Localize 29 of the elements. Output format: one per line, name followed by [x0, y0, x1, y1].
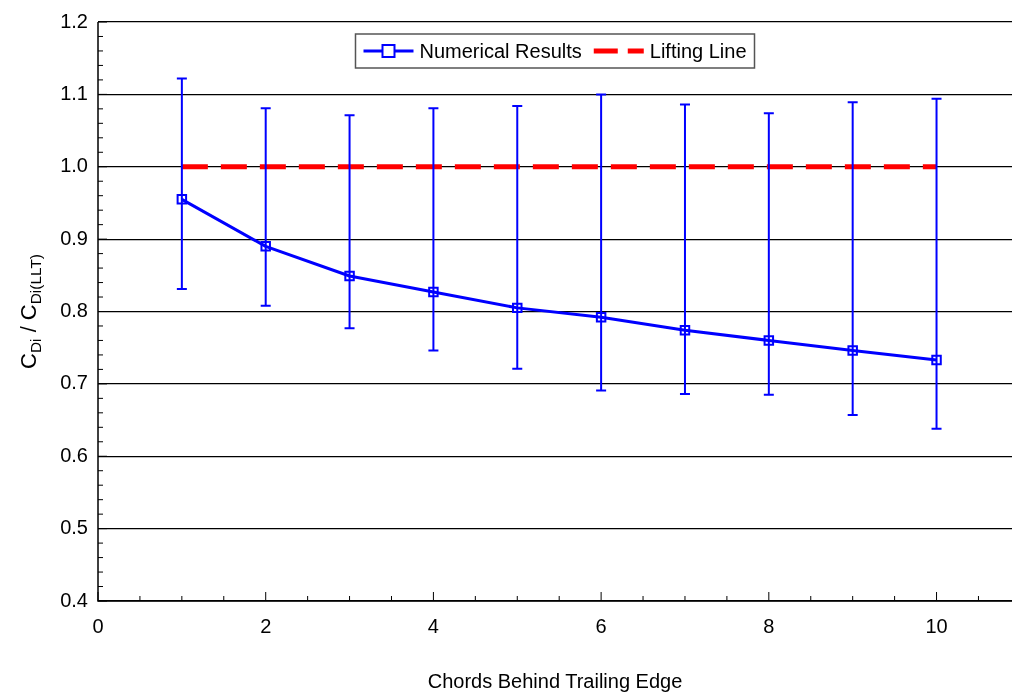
y-tick-label: 0.6: [60, 443, 88, 466]
point: [595, 312, 607, 323]
y-tick-label: 0.7: [60, 371, 88, 394]
point: [260, 241, 271, 252]
y-tick-label: 0.8: [60, 299, 88, 322]
point: [428, 286, 439, 298]
y-tick-label: 0.5: [60, 516, 88, 539]
point: [931, 354, 942, 366]
point: [763, 335, 775, 346]
x-tick-label: 6: [595, 614, 607, 637]
x-tick-label: 0: [92, 614, 104, 637]
y-axis-title: CDi / CDi(LLT): [16, 254, 44, 369]
y-tick-label: 0.9: [60, 226, 88, 249]
x-tick-label: 2: [260, 614, 272, 637]
y-tick-label: 1.2: [60, 9, 88, 32]
legend-label: Lifting Line: [649, 39, 747, 62]
point: [847, 345, 858, 356]
point: [512, 302, 523, 314]
y-tick-label: 1.1: [60, 81, 88, 104]
point: [679, 325, 691, 336]
x-tick-label: 4: [427, 614, 439, 637]
point: [176, 194, 188, 205]
y-tick-label: 0.4: [60, 588, 88, 611]
x-tick-label: 8: [763, 614, 775, 637]
x-axis-title: Chords Behind Trailing Edge: [427, 669, 683, 692]
point: [344, 270, 355, 282]
legend-label: Numerical Results: [419, 39, 582, 62]
x-tick-label: 10: [925, 614, 948, 637]
y-tick-label: 1.0: [60, 154, 88, 177]
